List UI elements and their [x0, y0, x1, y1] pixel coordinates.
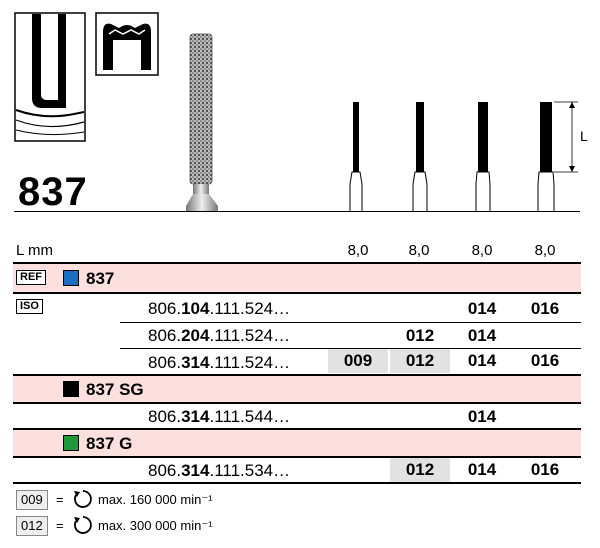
ref-tag: REF [16, 270, 46, 285]
size-cell-highlighted: 012 [390, 458, 450, 482]
cavity-prep-illustration [14, 12, 86, 142]
legend-code-box: 012 [16, 516, 48, 536]
bur-size-diagram-1 [349, 102, 363, 212]
size-cell [390, 297, 450, 321]
size-cell [328, 297, 388, 321]
bur-size-diagrams [349, 101, 578, 212]
iso-tag: ISO [16, 299, 43, 314]
row-divider [120, 348, 581, 349]
group-band-837-sg [13, 376, 581, 402]
tooth-crown-icon [95, 12, 159, 76]
blue-color-swatch [63, 270, 79, 286]
table-rule [13, 402, 581, 404]
group-band-837 [13, 264, 581, 292]
size-cell: 016 [530, 299, 560, 318]
size-cell [328, 458, 388, 482]
size-cell [328, 405, 388, 429]
size-cell: 014 [467, 460, 497, 479]
table-rule [13, 428, 581, 430]
size-header-3: 8,0 [471, 242, 493, 259]
group-name: 837 SG [86, 380, 144, 399]
size-header-4: 8,0 [534, 242, 556, 259]
size-header-2: 8,0 [408, 242, 430, 259]
green-color-swatch [63, 435, 79, 451]
size-cell: 016 [530, 460, 560, 479]
size-cell [328, 324, 388, 348]
table-rule [13, 482, 581, 484]
iso-code: 806.104.111.524… [148, 299, 291, 318]
size-cell: 014 [467, 407, 497, 426]
group-name: 837 [86, 269, 115, 288]
legend-code-box: 009 [16, 490, 48, 510]
size-cell: 014 [467, 326, 497, 345]
table-rule [13, 456, 581, 458]
size-cell [515, 324, 575, 348]
size-cell: 016 [530, 351, 560, 370]
size-cell [390, 405, 450, 429]
table-rule [13, 374, 581, 376]
row-divider [120, 322, 581, 323]
iso-code: 806.314.111.544… [148, 407, 291, 426]
bur-instrument-photo [186, 33, 218, 212]
table-rule [13, 262, 581, 264]
size-cell-highlighted: 009 [328, 349, 388, 373]
size-cell: 014 [467, 351, 497, 370]
size-header-1: 8,0 [347, 242, 369, 259]
header-divider [14, 211, 580, 212]
table-rule [13, 292, 581, 294]
group-name: 837 G [86, 434, 133, 453]
iso-code: 806.314.111.524… [148, 353, 291, 372]
rotation-icon [74, 490, 92, 508]
size-cell: 012 [405, 326, 435, 345]
black-color-swatch [63, 381, 79, 397]
bur-size-diagram-3 [475, 102, 491, 212]
bur-size-diagram-2 [412, 102, 428, 212]
length-dimension-label: L [580, 128, 588, 144]
legend-speed-text: max. 160 000 min⁻¹ [98, 492, 213, 507]
length-mm-label: L mm [16, 242, 53, 259]
rotation-icon [74, 516, 92, 534]
iso-code: 806.314.111.534… [148, 461, 291, 480]
size-cell [515, 405, 575, 429]
legend-equals: = [56, 518, 64, 533]
size-cell: 014 [467, 299, 497, 318]
legend-equals: = [56, 492, 64, 507]
group-band-837-g [13, 430, 581, 456]
legend-speed-text: max. 300 000 min⁻¹ [98, 518, 213, 533]
iso-code: 806.204.111.524… [148, 326, 291, 345]
product-title: 837 [18, 170, 88, 214]
bur-size-diagram-4 [537, 102, 555, 212]
size-cell-highlighted: 012 [390, 349, 450, 373]
